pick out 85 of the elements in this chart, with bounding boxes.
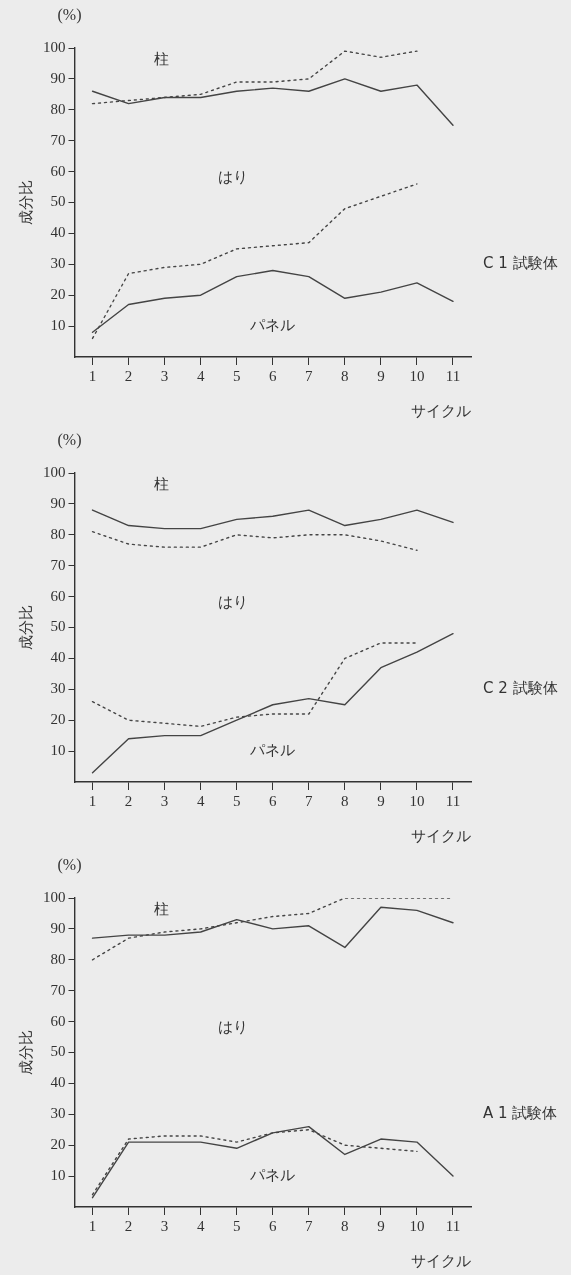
x-tick-label: 4 [196,1217,205,1234]
y-tick-label: 100 [43,38,66,55]
y-tick-label: 90 [50,69,66,86]
x-tick-label: 6 [269,1217,277,1234]
y-axis-title: 成分比 [16,1030,35,1075]
text: C 2 試験体 [483,679,558,698]
x-tick-label: 10 [409,792,425,809]
y-tick-label: 20 [50,711,66,728]
y-tick-label: 100 [43,463,66,480]
y-tick-label: 50 [50,1043,66,1060]
x-tick-label: 8 [341,367,349,384]
annotation: はり [218,592,249,611]
x-tick-label: 5 [232,1217,241,1234]
annotation: 柱 [154,900,170,919]
x-axis-title: サイクル [411,401,471,420]
x-tick-label: 8 [341,792,349,809]
x-tick-label: 2 [124,1217,133,1234]
x-tick-label: 6 [269,792,277,809]
y-tick-label: 100 [43,888,66,905]
y-tick-label: 40 [50,224,66,241]
annotation: パネル [249,1165,296,1184]
x-tick-label: 7 [305,792,314,809]
x-tick-label: 1 [88,1217,97,1234]
x-tick-label: 11 [445,1217,461,1234]
x-tick-label: 5 [232,367,241,384]
annotation: はり [218,167,249,186]
x-tick-label: 2 [124,792,133,809]
y-tick-label: 80 [50,525,66,542]
y-tick-label: 90 [50,494,66,511]
y-tick-label: 10 [50,1167,66,1184]
x-tick-label: 9 [377,1217,385,1234]
y-tick-label: 10 [50,742,66,759]
y-tick-label: 30 [50,1105,66,1122]
y-tick-label: 20 [50,1136,66,1153]
x-axis-title: サイクル [411,826,471,845]
x-tick-label: 7 [305,1217,314,1234]
y-tick-label: 60 [50,587,66,604]
y-tick-label: 50 [50,618,66,635]
annotation: はり [218,1017,249,1036]
x-tick-label: 4 [196,792,205,809]
y-tick-label: 30 [50,255,66,272]
x-tick-label: 6 [269,367,277,384]
x-tick-label: 11 [445,367,461,384]
y-tick-label: 10 [50,317,66,334]
annotation: パネル [249,740,296,759]
x-tick-label: 1 [88,367,97,384]
y-tick-label: 90 [50,919,66,936]
text: (%) [57,431,82,450]
y-axis-title: 成分比 [16,180,35,225]
x-tick-label: 9 [377,367,385,384]
x-tick-label: 3 [160,1217,169,1234]
y-tick-label: 80 [50,950,66,967]
y-tick-label: 20 [50,286,66,303]
x-tick-label: 7 [305,367,314,384]
y-tick-label: 50 [50,193,66,210]
y-tick-label: 30 [50,680,66,697]
y-tick-label: 60 [50,1012,66,1029]
text: (%) [57,6,82,25]
y-axis-title: 成分比 [16,605,35,650]
line-series [91,531,418,551]
x-tick-label: 4 [196,367,205,384]
x-tick-label: 10 [409,367,425,384]
y-tick-label: 70 [50,556,66,573]
text: (%) [57,856,82,875]
y-tick-label: 40 [50,1074,66,1091]
annotation: 柱 [154,475,170,494]
y-tick-label: 60 [50,162,66,179]
annotation: 柱 [154,50,170,69]
x-tick-label: 2 [124,367,133,384]
x-tick-label: 3 [160,792,169,809]
y-tick-label: 70 [50,131,66,148]
annotation: パネル [249,315,296,334]
text: A 1 試験体 [483,1104,558,1123]
x-tick-label: 3 [160,367,169,384]
x-tick-label: 10 [409,1217,425,1234]
y-tick-label: 80 [50,100,66,117]
x-tick-label: 5 [232,792,241,809]
x-tick-label: 11 [445,792,461,809]
x-axis-title: サイクル [411,1251,471,1270]
y-tick-label: 70 [50,981,66,998]
x-tick-label: 9 [377,792,385,809]
x-tick-label: 8 [341,1217,349,1234]
y-tick-label: 40 [50,649,66,666]
x-tick-label: 1 [88,792,97,809]
text: C 1 試験体 [483,254,558,273]
